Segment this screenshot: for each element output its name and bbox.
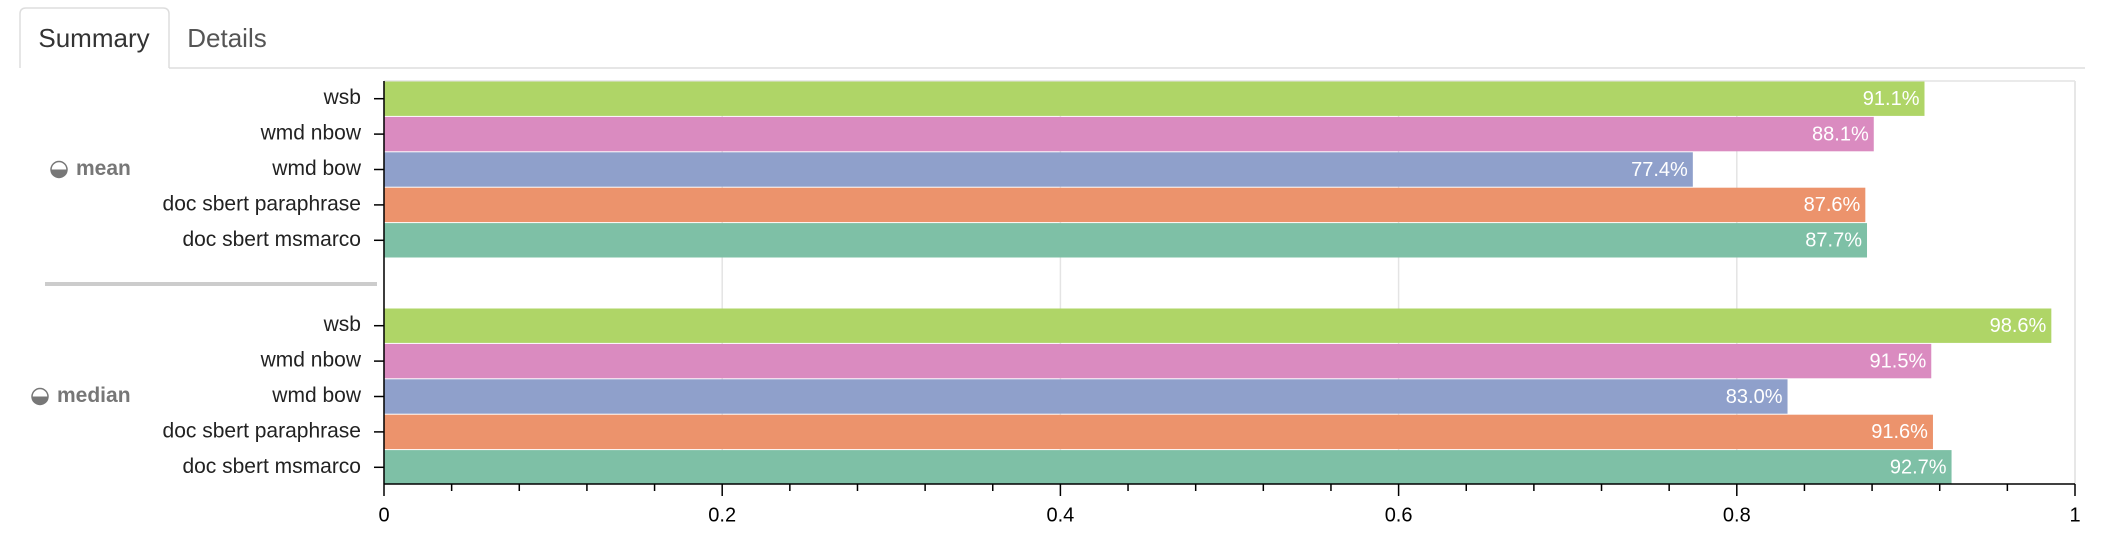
category-label: wmd bow <box>271 384 362 407</box>
bar-value-label: 87.6% <box>1804 194 1861 216</box>
bar-value-label: 83.0% <box>1726 386 1783 408</box>
bar <box>384 187 1866 223</box>
collapse-icon-fill <box>51 169 67 178</box>
bar-value-label: 88.1% <box>1812 123 1869 145</box>
plot: 0 0.2 0.4 0.6 0.8 1 91.1% wsb 88.1% wmd nbow 77.4%… <box>31 80 2081 526</box>
x-tick-label: 0.8 <box>1723 504 1751 526</box>
category-label: wsb <box>323 86 361 109</box>
bar <box>384 414 1933 450</box>
bar <box>384 343 1932 379</box>
category-label: doc sbert msmarco <box>182 228 361 251</box>
category-label: doc sbert paraphrase <box>163 419 361 442</box>
category-label: wmd nbow <box>260 122 362 145</box>
x-tick-label: 0.6 <box>1385 504 1413 526</box>
category-label: doc sbert paraphrase <box>163 192 361 215</box>
bar <box>384 152 1693 187</box>
collapse-icon-fill <box>32 396 48 405</box>
bar <box>384 116 1874 152</box>
bar-value-label: 91.1% <box>1863 88 1920 110</box>
x-tick-label: 0 <box>378 504 389 526</box>
group-label: median <box>57 384 131 407</box>
bar-value-label: 92.7% <box>1890 457 1947 479</box>
category-label: wmd bow <box>271 157 362 180</box>
bar-value-label: 98.6% <box>1990 315 2047 337</box>
bar <box>384 379 1788 414</box>
bar <box>384 450 1952 485</box>
bar <box>384 308 2052 343</box>
bar-value-label: 87.7% <box>1805 230 1862 252</box>
category-label: wmd nbow <box>260 349 362 372</box>
tab-details[interactable]: Details <box>187 23 266 53</box>
x-tick-label: 1 <box>2069 504 2080 526</box>
bar-value-label: 91.6% <box>1871 421 1928 443</box>
bar-value-label: 77.4% <box>1631 159 1688 181</box>
active-tab-frame <box>19 7 170 68</box>
bar <box>384 81 1925 116</box>
bar <box>384 223 1868 258</box>
x-tick-label: 0.4 <box>1046 504 1074 526</box>
group-label: mean <box>76 157 131 180</box>
category-label: doc sbert msmarco <box>182 455 361 478</box>
bar-value-label: 91.5% <box>1870 350 1927 372</box>
category-label: wsb <box>323 313 361 336</box>
x-tick-label: 0.2 <box>708 504 736 526</box>
tab-summary[interactable]: Summary <box>38 23 149 53</box>
